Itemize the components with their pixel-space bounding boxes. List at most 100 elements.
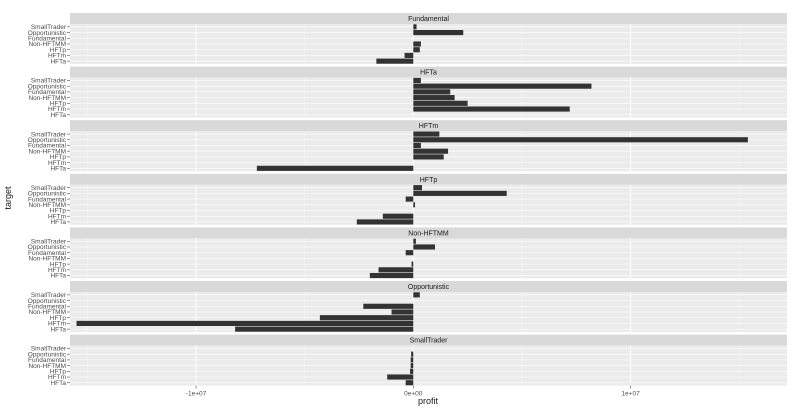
bar	[413, 30, 464, 36]
facet-panel: FundamentalSmallTraderOpportunisticFunda…	[28, 13, 787, 65]
bar	[404, 52, 414, 58]
facet-strip-label: HFTa	[420, 70, 437, 77]
y-tick-label: Opportunistic	[28, 137, 67, 144]
bar	[410, 357, 414, 363]
facet-panel: HFTp SmallTraderOpportunisticFundamentalN…	[28, 173, 787, 226]
facet-panel: HFTa SmallTraderOpportunisticFundamentalN…	[28, 66, 787, 119]
y-tick-label: HFTa	[50, 326, 66, 333]
facet-strip-label: HFTm	[419, 123, 439, 130]
y-tick-label: HFTm	[48, 160, 66, 167]
y-tick-label: HFTm	[48, 321, 66, 328]
x-axis-title: profit	[418, 396, 439, 406]
facet-panel: HFTm SmallTraderOpportunisticFundamentalN…	[28, 120, 787, 173]
y-tick-label: Fundamental	[28, 250, 66, 257]
y-tick-label: Non-HFTMM	[28, 256, 66, 263]
bar	[413, 244, 436, 250]
y-tick-label: Non-HFTMM	[28, 41, 66, 48]
x-tick-label: 0e+00	[404, 391, 423, 398]
y-tick-label: Fundamental	[28, 35, 66, 42]
y-tick-label: SmallTrader	[31, 238, 67, 245]
y-tick-label: HFTm	[48, 213, 66, 220]
y-tick-label: Opportunistic	[28, 83, 67, 90]
bar	[405, 380, 414, 386]
facet-strip	[70, 66, 787, 78]
bar	[376, 58, 414, 64]
facet-strip	[70, 173, 787, 185]
bar	[411, 261, 414, 267]
y-tick-label: HFTp	[50, 208, 67, 215]
bar	[413, 77, 421, 84]
facet-strip	[70, 227, 787, 239]
x-tick-label: 1e+07	[621, 391, 640, 398]
y-tick-label: Opportunistic	[28, 30, 67, 37]
y-tick-label: HFTm	[48, 106, 66, 113]
bar	[413, 100, 468, 106]
bar	[235, 326, 414, 332]
y-axis-title: target	[3, 186, 13, 210]
facet-strip-label: Non-HFTMM	[408, 230, 449, 237]
bar	[413, 24, 417, 30]
y-tick-label: Opportunistic	[28, 298, 67, 305]
y-tick-label: HFTa	[50, 58, 66, 65]
bar	[410, 363, 414, 369]
facet-strip	[70, 281, 787, 292]
facet-strip-label: HFTp	[420, 177, 438, 184]
y-tick-label: SmallTrader	[31, 292, 67, 299]
bar	[356, 219, 414, 225]
bar	[413, 238, 416, 244]
y-tick-label: Fundamental	[28, 357, 66, 364]
bar	[413, 185, 422, 191]
bar	[413, 292, 420, 298]
y-tick-label: Fundamental	[28, 89, 66, 96]
y-tick-label: Non-HFTMM	[28, 95, 66, 102]
bar	[76, 320, 414, 326]
bar	[405, 196, 414, 202]
panels-layer: FundamentalSmallTraderOpportunisticFunda…	[28, 13, 787, 387]
bar	[363, 303, 414, 309]
bar	[369, 272, 414, 279]
y-tick-label: HFTa	[50, 273, 66, 280]
y-tick-label: Opportunistic	[28, 191, 67, 198]
facet-panel: Non-HFTMM SmallTraderOpportunisticFundame…	[28, 227, 787, 280]
y-tick-label: Fundamental	[28, 196, 66, 203]
facet-strip-label: Fundamental	[408, 16, 449, 23]
y-tick-label: SmallTrader	[31, 131, 67, 138]
y-tick-label: HFTa	[50, 219, 66, 226]
bar	[256, 165, 414, 171]
y-tick-label: HFTa	[50, 166, 66, 173]
facet-strip-label: Opportunistic	[408, 284, 450, 291]
y-tick-label: Non-HFTMM	[28, 202, 66, 209]
y-tick-label: HFTa	[50, 380, 66, 387]
bar	[391, 309, 414, 315]
bar	[413, 95, 455, 101]
y-tick-label: HFTp	[50, 261, 67, 268]
bar	[411, 351, 414, 357]
y-tick-label: HFTp	[50, 47, 67, 54]
facet-strip	[70, 13, 787, 24]
bar	[413, 89, 451, 95]
bar	[413, 83, 592, 89]
y-tick-label: Non-HFTMM	[28, 148, 66, 155]
y-tick-label: Fundamental	[28, 143, 66, 150]
bar	[413, 142, 421, 149]
bar	[413, 47, 420, 53]
y-tick-label: Non-HFTMM	[28, 363, 66, 370]
y-tick-label: HFTp	[50, 315, 67, 322]
facet-strip	[70, 120, 787, 132]
bar	[319, 315, 414, 321]
y-tick-label: HFTp	[50, 101, 67, 108]
y-tick-label: HFTa	[50, 112, 66, 119]
bar	[378, 267, 414, 273]
facet-panel: SmallTraderSmallTraderOpportunisticFunda…	[28, 334, 787, 387]
y-tick-label: Opportunistic	[28, 244, 67, 251]
y-tick-label: SmallTrader	[31, 346, 67, 353]
y-tick-label: HFTp	[50, 154, 67, 161]
y-tick-label: SmallTrader	[31, 185, 67, 192]
y-tick-label: SmallTrader	[31, 24, 67, 31]
y-tick-label: HFTm	[48, 267, 66, 274]
bar	[413, 190, 507, 196]
y-tick-label: HFTm	[48, 53, 66, 60]
y-tick-label: HFTm	[48, 374, 66, 381]
bar	[413, 148, 449, 154]
facet-panel: OpportunisticSmallTraderOpportunisticFun…	[28, 281, 787, 333]
